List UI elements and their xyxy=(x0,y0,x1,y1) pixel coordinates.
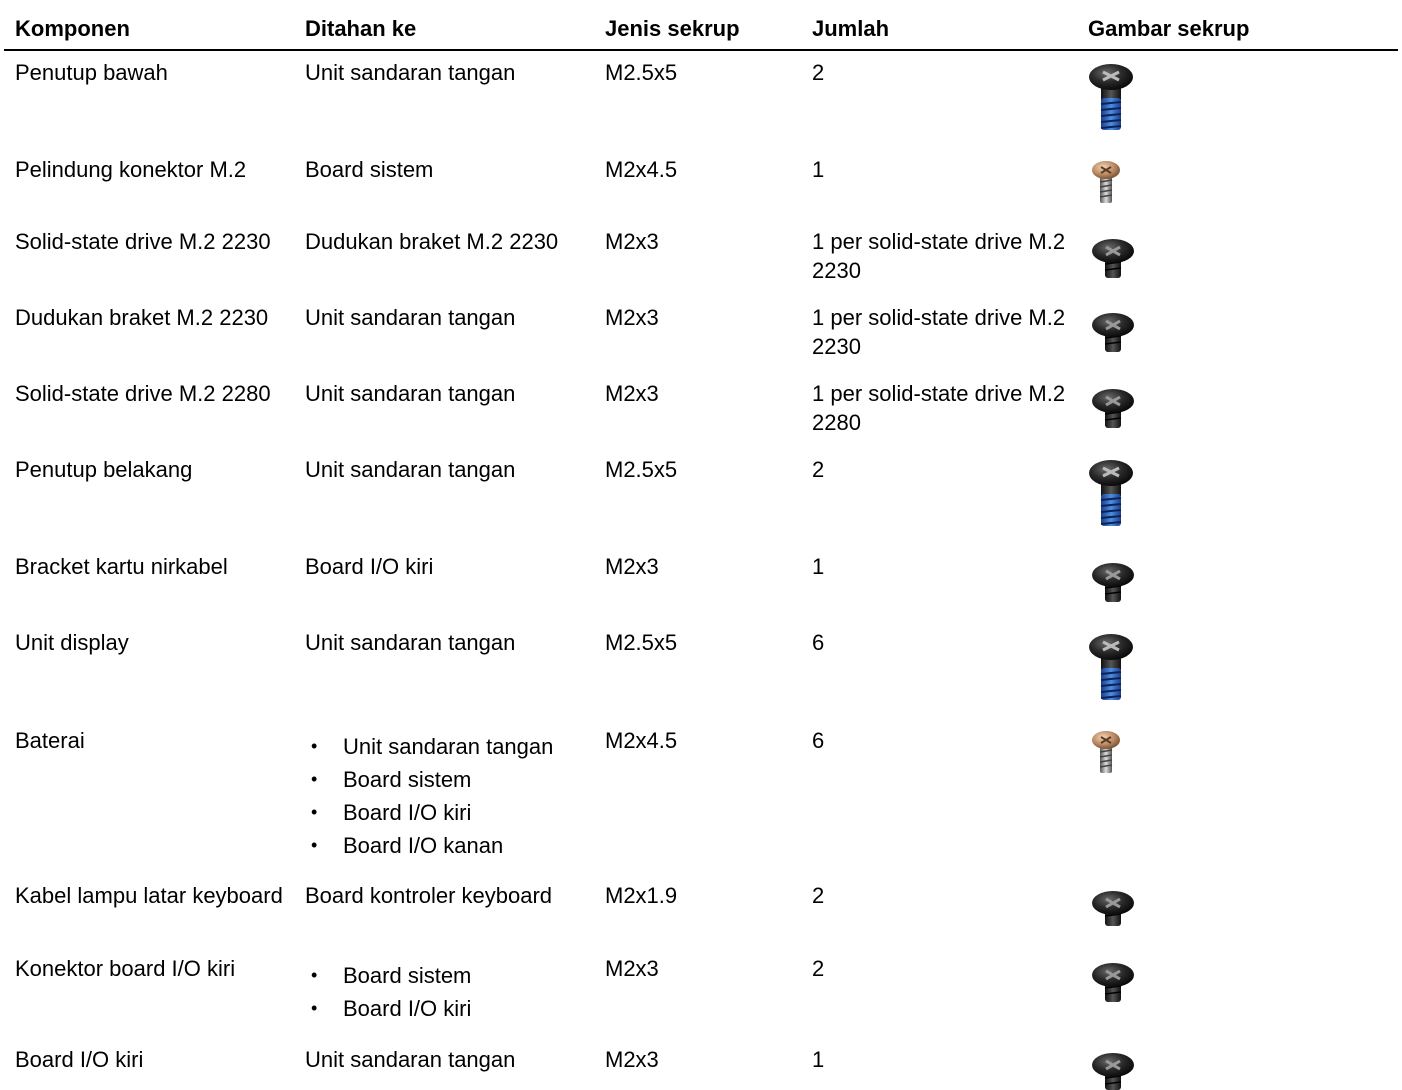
header-jenis-sekrup: Jenis sekrup xyxy=(605,16,740,41)
cell-komponen: Pelindung konektor M.2 xyxy=(15,157,247,182)
cell-ditahan-ke: Board kontroler keyboard xyxy=(305,883,553,908)
list-item: Board I/O kanan xyxy=(305,829,553,862)
cell-jenis-sekrup: M2.5x5 xyxy=(605,60,678,85)
header-rule xyxy=(4,49,1398,51)
cell-jenis-sekrup: M2x3 xyxy=(605,956,659,981)
cell-komponen: Solid-state drive M.2 2230 xyxy=(15,229,271,254)
cell-jumlah: 1 xyxy=(812,1047,825,1072)
cell-jumlah: 1 xyxy=(812,157,825,182)
header-ditahan-ke: Ditahan ke xyxy=(305,16,417,41)
cell-jumlah: 2 xyxy=(812,956,825,981)
cell-komponen: Dudukan braket M.2 2230 xyxy=(15,305,269,330)
list-item: Board sistem xyxy=(305,959,471,992)
cell-komponen: Unit display xyxy=(15,630,129,655)
cell-ditahan-ke: Board sistem xyxy=(305,157,434,182)
cell-jumlah: 1 xyxy=(812,554,825,579)
cell-komponen: Board I/O kiri xyxy=(15,1047,144,1072)
list-item: Board I/O kiri xyxy=(305,992,471,1025)
cell-komponen: Solid-state drive M.2 2280 xyxy=(15,381,271,406)
cell-jumlah: 1 per solid-state drive M.2 2230 xyxy=(812,229,1066,283)
bronze-screw-icon xyxy=(1092,731,1120,773)
cell-komponen: Penutup belakang xyxy=(15,457,193,482)
short-black-screw-icon xyxy=(1092,1053,1134,1090)
bronze-screw-icon xyxy=(1092,161,1120,203)
cell-jenis-sekrup: M2x3 xyxy=(605,1047,659,1072)
cell-ditahan-ke-list: Board sistem Board I/O kiri xyxy=(305,959,471,1025)
short-black-screw-icon xyxy=(1092,239,1134,278)
cell-jenis-sekrup: M2.5x5 xyxy=(605,630,678,655)
short-black-screw-icon xyxy=(1092,963,1134,1002)
cell-komponen: Penutup bawah xyxy=(15,60,168,85)
short-black-screw-icon xyxy=(1092,389,1134,428)
cell-jenis-sekrup: M2x3 xyxy=(605,305,659,330)
cell-ditahan-ke-list: Unit sandaran tangan Board sistem Board … xyxy=(305,730,553,862)
cell-jumlah: 6 xyxy=(812,728,825,753)
cell-ditahan-ke: Board I/O kiri xyxy=(305,554,434,579)
cell-jenis-sekrup: M2x3 xyxy=(605,229,659,254)
cell-komponen: Bracket kartu nirkabel xyxy=(15,554,228,579)
short-black-screw-icon xyxy=(1092,891,1134,926)
cell-ditahan-ke: Unit sandaran tangan xyxy=(305,305,516,330)
cell-jenis-sekrup: M2x3 xyxy=(605,554,659,579)
list-item: Unit sandaran tangan xyxy=(305,730,553,763)
cell-jumlah: 1 per solid-state drive M.2 2280 xyxy=(812,381,1066,435)
cell-komponen: Baterai xyxy=(15,728,85,753)
cell-komponen: Kabel lampu latar keyboard xyxy=(15,883,283,908)
cell-jumlah: 1 per solid-state drive M.2 2230 xyxy=(812,305,1066,359)
short-black-screw-icon xyxy=(1092,563,1134,602)
cell-jumlah: 2 xyxy=(812,883,825,908)
cell-ditahan-ke: Dudukan braket M.2 2230 xyxy=(305,229,559,254)
long-black-blue-screw-icon xyxy=(1089,460,1133,526)
cell-jenis-sekrup: M2x3 xyxy=(605,381,659,406)
list-item: Board sistem xyxy=(305,763,553,796)
short-black-screw-icon xyxy=(1092,313,1134,352)
cell-komponen: Konektor board I/O kiri xyxy=(15,956,236,981)
cell-jenis-sekrup: M2x1.9 xyxy=(605,883,678,908)
cell-jenis-sekrup: M2.5x5 xyxy=(605,457,678,482)
table-header: Komponen Ditahan ke Jenis sekrup Jumlah … xyxy=(0,0,1402,51)
header-jumlah: Jumlah xyxy=(812,16,890,41)
cell-ditahan-ke: Unit sandaran tangan xyxy=(305,630,516,655)
long-black-blue-screw-icon xyxy=(1089,64,1133,130)
cell-jenis-sekrup: M2x4.5 xyxy=(605,157,678,182)
header-gambar-sekrup: Gambar sekrup xyxy=(1088,16,1250,41)
cell-ditahan-ke: Unit sandaran tangan xyxy=(305,60,516,85)
long-black-blue-screw-icon xyxy=(1089,634,1133,700)
list-item: Board I/O kiri xyxy=(305,796,553,829)
cell-ditahan-ke: Unit sandaran tangan xyxy=(305,1047,516,1072)
cell-jumlah: 2 xyxy=(812,457,825,482)
cell-jenis-sekrup: M2x4.5 xyxy=(605,728,678,753)
header-komponen: Komponen xyxy=(15,16,130,41)
cell-jumlah: 6 xyxy=(812,630,825,655)
cell-jumlah: 2 xyxy=(812,60,825,85)
cell-ditahan-ke: Unit sandaran tangan xyxy=(305,457,516,482)
cell-ditahan-ke: Unit sandaran tangan xyxy=(305,381,516,406)
